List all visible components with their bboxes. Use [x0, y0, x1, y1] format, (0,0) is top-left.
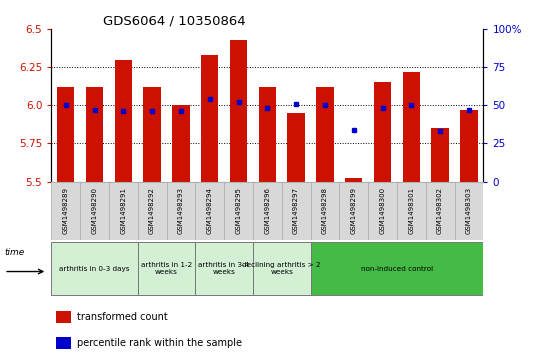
Text: GSM1498302: GSM1498302	[437, 187, 443, 234]
Text: GSM1498297: GSM1498297	[293, 187, 299, 234]
Bar	[253, 242, 310, 295]
Bar	[345, 179, 362, 182]
Bar	[51, 182, 80, 240]
Bar	[316, 87, 334, 182]
Bar	[51, 242, 138, 295]
Text: GSM1498291: GSM1498291	[120, 187, 126, 234]
Bar	[138, 242, 195, 295]
Bar	[114, 60, 132, 182]
Bar	[287, 113, 305, 182]
Text: GSM1498295: GSM1498295	[235, 187, 241, 234]
Text: GSM1498296: GSM1498296	[264, 187, 271, 234]
Bar	[368, 182, 397, 240]
Text: arthritis in 1-2
weeks: arthritis in 1-2 weeks	[141, 262, 192, 275]
Text: arthritis in 3-4
weeks: arthritis in 3-4 weeks	[199, 262, 249, 275]
Text: arthritis in 0-3 days: arthritis in 0-3 days	[59, 266, 130, 272]
Bar	[195, 182, 224, 240]
Text: GSM1498289: GSM1498289	[63, 187, 69, 234]
Text: GSM1498290: GSM1498290	[91, 187, 98, 234]
Bar	[86, 87, 103, 182]
Text: GDS6064 / 10350864: GDS6064 / 10350864	[103, 15, 246, 28]
Text: time: time	[4, 248, 24, 257]
Text: GSM1498292: GSM1498292	[149, 187, 155, 234]
Bar	[56, 311, 71, 323]
Bar	[138, 182, 166, 240]
Text: GSM1498300: GSM1498300	[380, 187, 386, 234]
Text: GSM1498293: GSM1498293	[178, 187, 184, 234]
Bar	[195, 242, 253, 295]
Bar	[282, 182, 310, 240]
Bar	[80, 182, 109, 240]
Bar	[310, 242, 483, 295]
Bar	[460, 110, 477, 182]
Bar	[201, 55, 218, 182]
Bar	[431, 128, 449, 182]
Text: declining arthritis > 2
weeks: declining arthritis > 2 weeks	[242, 262, 321, 275]
Bar	[397, 182, 426, 240]
Bar	[224, 182, 253, 240]
Bar	[259, 87, 276, 182]
Text: percentile rank within the sample: percentile rank within the sample	[77, 338, 242, 348]
Bar	[172, 105, 190, 182]
Text: GSM1498294: GSM1498294	[207, 187, 213, 234]
Bar	[56, 337, 71, 349]
Text: GSM1498301: GSM1498301	[408, 187, 414, 234]
Text: GSM1498299: GSM1498299	[350, 187, 357, 234]
Bar	[374, 82, 391, 182]
Bar	[339, 182, 368, 240]
Text: GSM1498303: GSM1498303	[466, 187, 472, 234]
Bar	[253, 182, 282, 240]
Text: non-induced control: non-induced control	[361, 266, 433, 272]
Bar	[109, 182, 138, 240]
Bar	[144, 87, 161, 182]
Text: transformed count: transformed count	[77, 312, 168, 322]
Bar	[403, 72, 420, 182]
Bar	[230, 40, 247, 182]
Text: GSM1498298: GSM1498298	[322, 187, 328, 234]
Bar	[455, 182, 483, 240]
Bar	[310, 182, 339, 240]
Bar	[57, 87, 75, 182]
Bar	[426, 182, 455, 240]
Bar	[166, 182, 195, 240]
